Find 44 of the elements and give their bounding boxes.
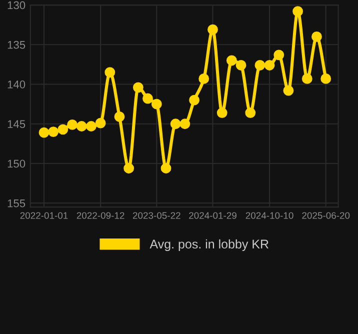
point: [38, 127, 50, 138]
x-tick-label: 2022-01-01: [20, 212, 68, 219]
legend-label: Avg. pos. in lobby KR: [150, 239, 268, 252]
point: [198, 73, 210, 84]
point: [67, 119, 78, 130]
point: [292, 6, 303, 17]
y-tick-label: 130: [8, 1, 26, 10]
x-tick-label: 2024-10-10: [246, 212, 294, 219]
point: [226, 55, 237, 66]
y-tick-label: 150: [8, 160, 26, 168]
x-tick-label: 2022-09-12: [76, 212, 124, 219]
point: [160, 163, 172, 174]
point: [312, 32, 322, 42]
point: [170, 118, 181, 130]
y-tick-label: 140: [8, 80, 26, 88]
point: [189, 94, 200, 106]
point: [245, 108, 256, 118]
point: [320, 73, 332, 84]
point: [264, 60, 275, 70]
point: [86, 121, 96, 132]
point: [208, 24, 218, 35]
point: [274, 50, 284, 60]
point: [76, 121, 87, 132]
point: [216, 108, 228, 118]
point: [48, 126, 59, 138]
point: [124, 163, 134, 174]
point: [95, 118, 106, 128]
y-tick-label: 145: [8, 120, 26, 128]
point: [104, 67, 116, 78]
x-tick-label: 2024-01-29: [189, 212, 236, 219]
y-tick-label: 155: [8, 200, 26, 208]
point: [58, 124, 68, 135]
point: [151, 98, 162, 110]
x-tick-label: 2023-05-22: [132, 212, 180, 219]
point: [180, 118, 190, 130]
x-tick-label: 2025-06-20: [302, 212, 350, 219]
y-tick-label: 135: [8, 40, 26, 49]
point: [142, 93, 153, 104]
point: [302, 73, 312, 84]
point: [236, 60, 246, 70]
point: [114, 112, 125, 122]
point: [254, 60, 266, 70]
point: [132, 82, 144, 93]
point: [283, 85, 294, 96]
